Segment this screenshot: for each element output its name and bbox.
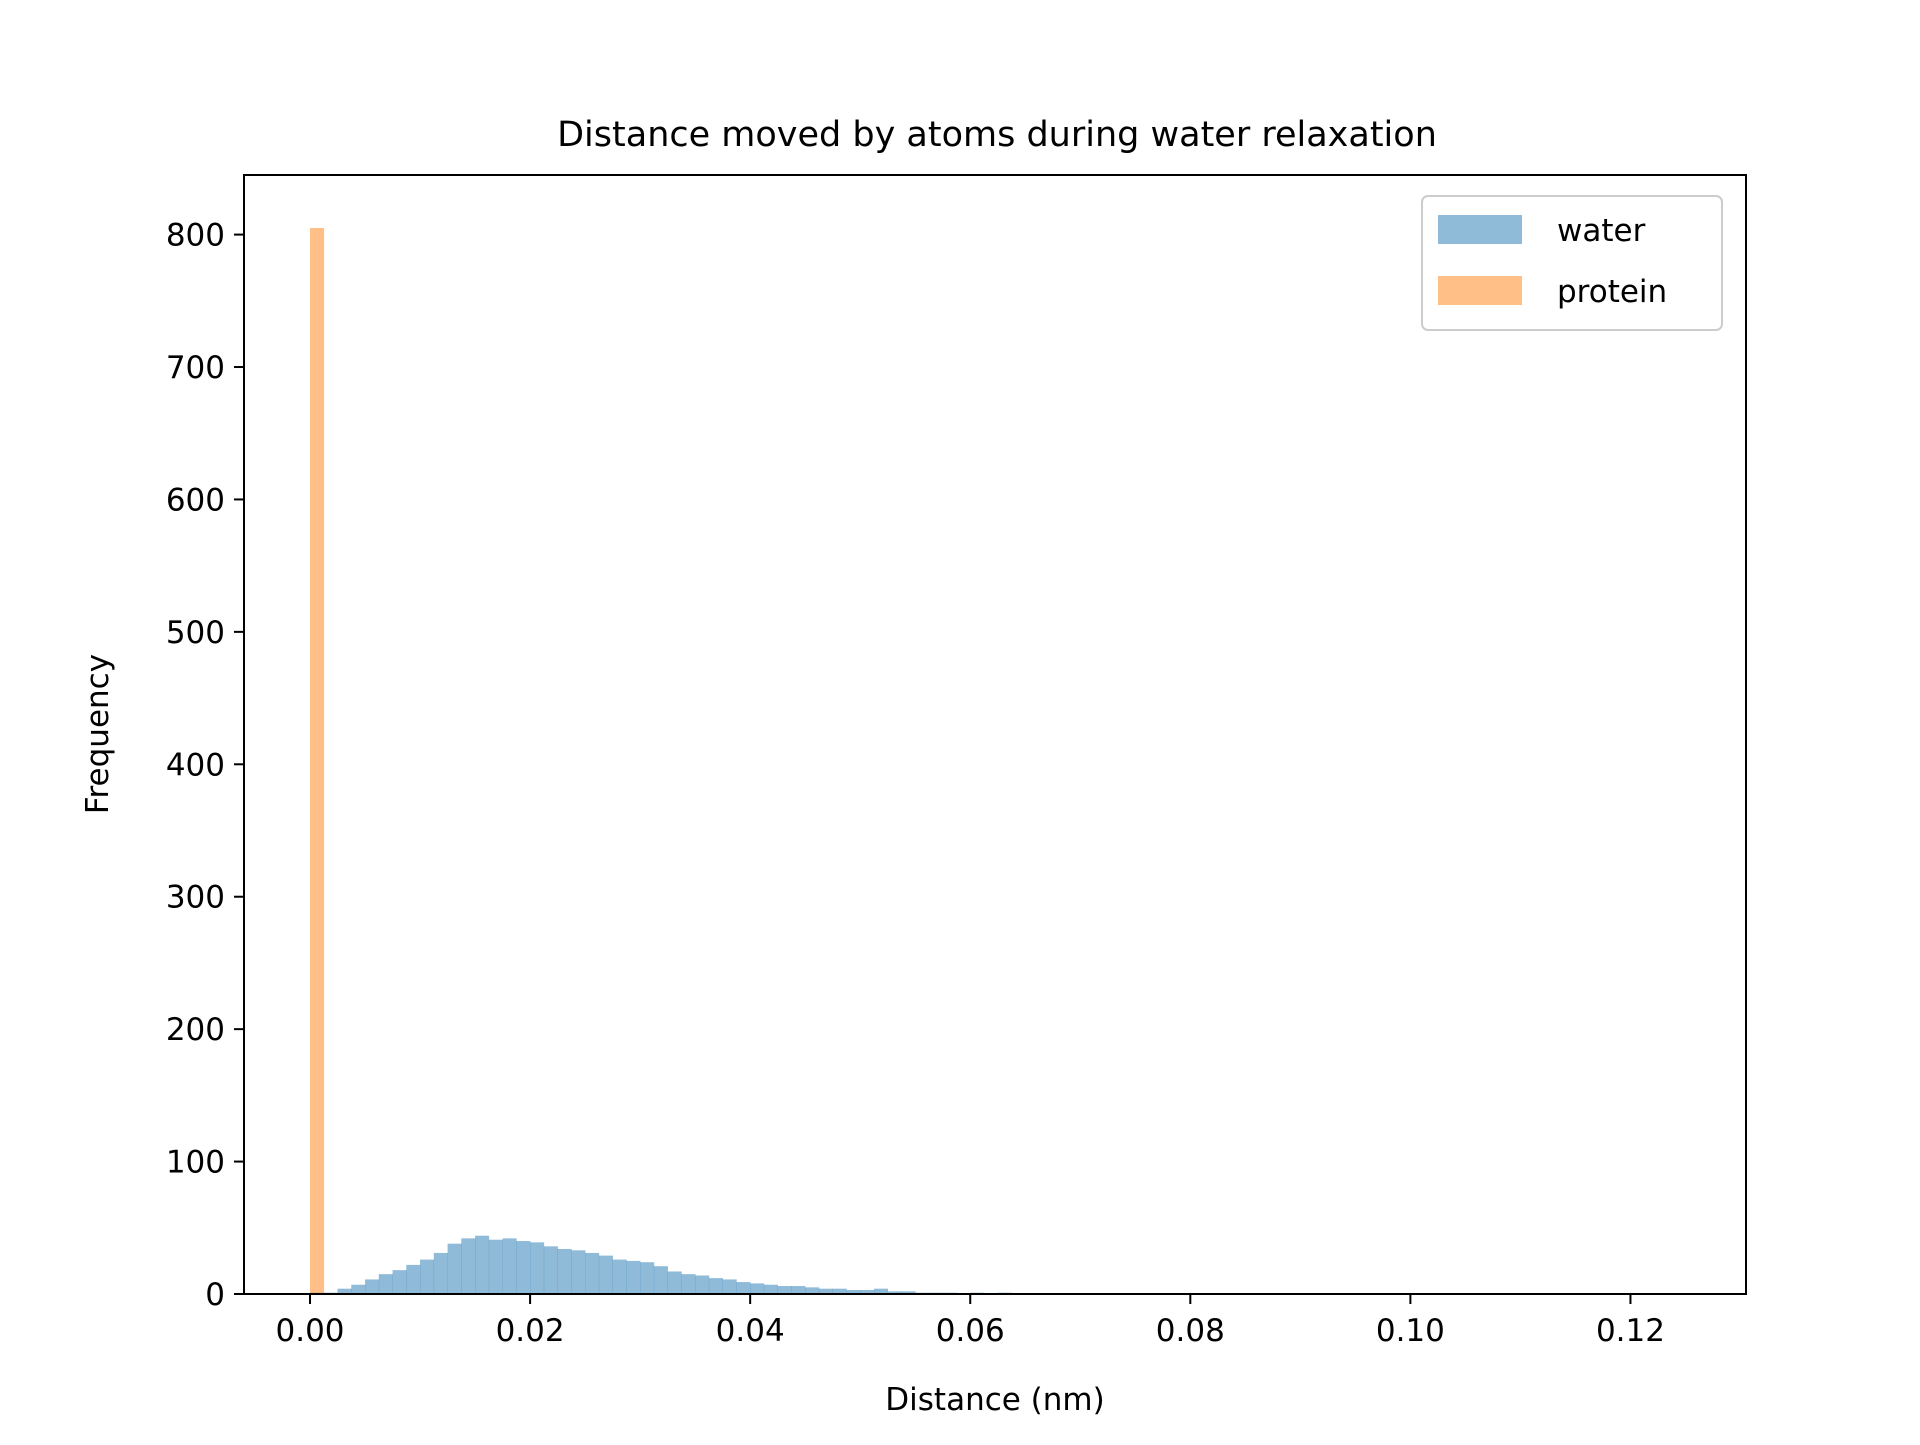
- bar-water: [337, 1288, 352, 1294]
- bar-water: [763, 1284, 778, 1294]
- bar-water: [475, 1235, 490, 1294]
- bar-water: [420, 1259, 435, 1294]
- y-axis-label: Frequency: [80, 654, 116, 814]
- bar-water: [351, 1284, 366, 1294]
- bar-water: [585, 1252, 600, 1294]
- y-tick-label: 300: [166, 880, 225, 916]
- axes-frame: [243, 174, 1747, 1295]
- legend: water protein: [1421, 195, 1723, 331]
- bar-water: [832, 1288, 847, 1294]
- y-tick-label: 400: [166, 747, 225, 783]
- bar-water: [860, 1290, 875, 1294]
- bar-water: [805, 1287, 820, 1294]
- bar-water: [378, 1274, 393, 1294]
- y-tick-label: 800: [166, 218, 225, 254]
- y-axis: 0 100 200 300 400 500 600 700 800: [166, 218, 244, 1313]
- bars-layer: [310, 227, 1012, 1295]
- bar-water: [392, 1270, 407, 1294]
- bar-water: [406, 1264, 421, 1294]
- bar-water: [873, 1288, 889, 1294]
- y-tick-label: 100: [166, 1145, 225, 1181]
- bar-water: [695, 1275, 710, 1294]
- bar-water: [516, 1241, 531, 1294]
- y-tick-label: 200: [166, 1012, 225, 1048]
- x-axis: 0.00 0.02 0.04 0.06 0.08 0.10 0.12: [276, 1294, 1665, 1349]
- bar-water: [626, 1260, 641, 1294]
- bar-water: [502, 1238, 517, 1294]
- series-water: [310, 1235, 1012, 1294]
- bar-water: [846, 1290, 861, 1294]
- legend-swatch-protein: [1438, 276, 1522, 305]
- series-protein: [310, 227, 325, 1295]
- bar-water: [901, 1291, 916, 1294]
- x-tick-label: 0.02: [496, 1313, 565, 1349]
- x-tick-label: 0.06: [936, 1313, 1005, 1349]
- y-tick-label: 600: [166, 482, 225, 518]
- chart-title: Distance moved by atoms during water rel…: [557, 115, 1437, 155]
- bar-water: [571, 1250, 586, 1294]
- bar-water: [488, 1239, 503, 1294]
- bar-water: [365, 1279, 380, 1294]
- bar-water: [681, 1274, 696, 1294]
- x-tick-label: 0.08: [1156, 1313, 1225, 1349]
- bar-water: [667, 1271, 682, 1294]
- bar-water: [543, 1246, 558, 1294]
- x-tick-label: 0.04: [716, 1313, 785, 1349]
- legend-swatch-water: [1438, 215, 1522, 244]
- legend-label-protein: protein: [1557, 274, 1667, 310]
- bar-water: [598, 1255, 613, 1294]
- bar-water: [612, 1259, 627, 1294]
- bar-water: [461, 1238, 476, 1294]
- bar-water: [708, 1278, 723, 1294]
- bar-water: [887, 1291, 902, 1294]
- y-tick-label: 500: [166, 615, 225, 651]
- y-tick-label: 0: [205, 1277, 225, 1313]
- bar-water: [818, 1288, 833, 1294]
- bar-water: [557, 1248, 572, 1294]
- x-tick-label: 0.00: [276, 1313, 345, 1349]
- y-tick-label: 700: [166, 350, 225, 386]
- bar-water: [736, 1282, 751, 1294]
- bar-protein: [310, 227, 325, 1295]
- bar-water: [653, 1266, 668, 1294]
- bar-water: [640, 1262, 655, 1294]
- bar-water: [530, 1242, 545, 1294]
- bar-water: [447, 1243, 462, 1294]
- x-axis-label: Distance (nm): [885, 1382, 1104, 1418]
- bar-water: [750, 1283, 765, 1294]
- bar-water: [777, 1286, 792, 1294]
- bar-water: [433, 1252, 448, 1294]
- x-tick-label: 0.12: [1596, 1313, 1665, 1349]
- bar-water: [791, 1286, 806, 1294]
- bar-water: [722, 1279, 737, 1294]
- legend-label-water: water: [1557, 213, 1646, 249]
- x-tick-label: 0.10: [1376, 1313, 1445, 1349]
